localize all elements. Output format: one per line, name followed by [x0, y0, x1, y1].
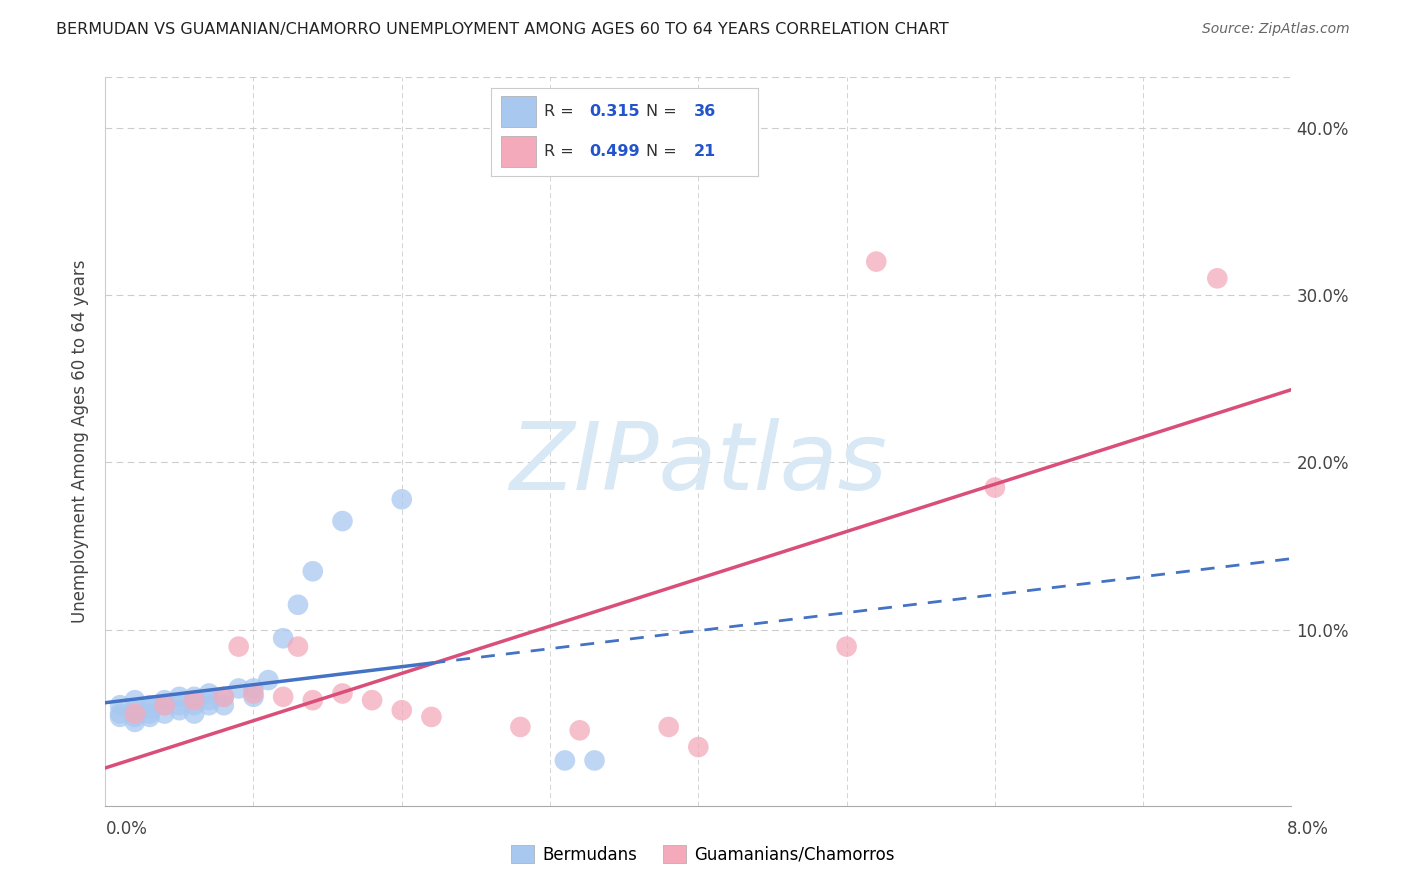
- Point: [212, 698, 235, 713]
- Point: [361, 693, 384, 707]
- Point: [658, 720, 681, 734]
- Point: [124, 714, 146, 729]
- Point: [391, 703, 413, 717]
- Point: [138, 710, 160, 724]
- Point: [183, 698, 205, 713]
- Point: [228, 681, 250, 696]
- Point: [169, 690, 191, 704]
- Point: [108, 698, 131, 713]
- Point: [198, 693, 221, 707]
- Point: [138, 701, 160, 715]
- Point: [301, 693, 323, 707]
- Point: [183, 706, 205, 721]
- Point: [242, 690, 264, 704]
- Point: [153, 706, 176, 721]
- Point: [138, 698, 160, 713]
- Point: [865, 254, 887, 268]
- Point: [108, 710, 131, 724]
- Point: [554, 754, 576, 768]
- Point: [153, 698, 176, 713]
- Point: [583, 754, 606, 768]
- Point: [124, 703, 146, 717]
- Point: [124, 706, 146, 721]
- Point: [420, 710, 443, 724]
- Point: [183, 693, 205, 707]
- Point: [1206, 271, 1229, 285]
- Text: Source: ZipAtlas.com: Source: ZipAtlas.com: [1202, 22, 1350, 37]
- Legend: Bermudans, Guamanians/Chamorros: Bermudans, Guamanians/Chamorros: [505, 838, 901, 871]
- Text: BERMUDAN VS GUAMANIAN/CHAMORRO UNEMPLOYMENT AMONG AGES 60 TO 64 YEARS CORRELATIO: BERMUDAN VS GUAMANIAN/CHAMORRO UNEMPLOYM…: [56, 22, 949, 37]
- Point: [568, 723, 591, 738]
- Y-axis label: Unemployment Among Ages 60 to 64 years: Unemployment Among Ages 60 to 64 years: [72, 260, 89, 624]
- Point: [169, 703, 191, 717]
- Point: [835, 640, 858, 654]
- Point: [153, 693, 176, 707]
- Point: [287, 598, 309, 612]
- Point: [301, 564, 323, 578]
- Point: [271, 690, 294, 704]
- Point: [183, 690, 205, 704]
- Point: [391, 492, 413, 507]
- Point: [212, 690, 235, 704]
- Point: [124, 693, 146, 707]
- Point: [984, 481, 1007, 495]
- Point: [509, 720, 531, 734]
- Text: ZIPatlas: ZIPatlas: [509, 417, 887, 508]
- Point: [198, 686, 221, 700]
- Point: [242, 681, 264, 696]
- Point: [212, 690, 235, 704]
- Text: 8.0%: 8.0%: [1286, 820, 1329, 838]
- Point: [169, 698, 191, 713]
- Point: [332, 514, 354, 528]
- Point: [108, 706, 131, 721]
- Point: [688, 739, 710, 754]
- Point: [242, 686, 264, 700]
- Point: [271, 632, 294, 646]
- Point: [138, 706, 160, 721]
- Point: [124, 710, 146, 724]
- Point: [332, 686, 354, 700]
- Point: [153, 698, 176, 713]
- Point: [198, 698, 221, 713]
- Point: [257, 673, 280, 687]
- Point: [287, 640, 309, 654]
- Text: 0.0%: 0.0%: [105, 820, 148, 838]
- Point: [228, 640, 250, 654]
